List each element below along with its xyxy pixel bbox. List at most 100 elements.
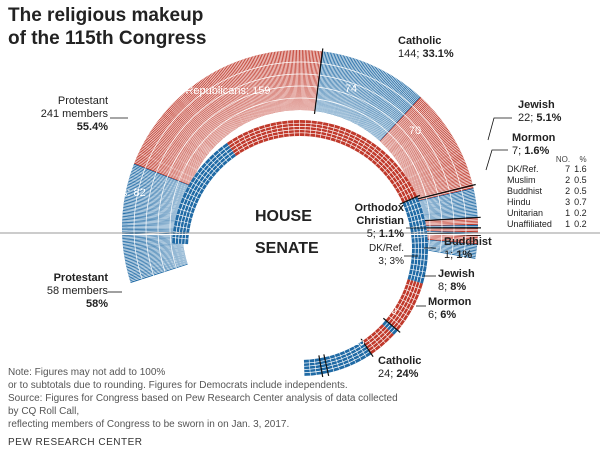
senate-protestant-republicans-segment — [226, 120, 418, 203]
house-seat-gridline — [336, 58, 356, 117]
senate-seat-gridline — [309, 120, 312, 137]
house-protestant-name: Protestant — [57, 95, 108, 107]
house-seat-gridline — [400, 135, 453, 168]
senate-seat-gridline — [258, 126, 265, 143]
other-table-header-no: NO. — [555, 155, 571, 164]
house-seat-gridline — [279, 51, 287, 111]
house-seat-gridline — [201, 79, 236, 130]
house-seat-gridline — [123, 206, 183, 215]
house-seat-gridline — [348, 65, 374, 121]
house-seat-gridline — [388, 110, 435, 151]
house-seat-gridline — [417, 211, 478, 218]
senate-seat-gridline — [404, 201, 420, 209]
senate-seat-gridline — [358, 138, 368, 153]
house-seat-gridline — [132, 166, 190, 188]
house-seat-gridline — [385, 106, 431, 148]
house-seat-gridline — [251, 56, 269, 115]
senate-seat-gridline — [221, 146, 233, 160]
house-seat-gridline — [365, 80, 400, 131]
house-jewish-count: 22; — [518, 112, 537, 124]
house-seat-gridline — [124, 199, 184, 210]
house-seat-gridline — [415, 195, 476, 207]
house-seat-gridline — [137, 155, 193, 181]
house-ring-gridline — [133, 61, 467, 280]
senate-protestant-members: 58 members — [46, 285, 108, 297]
house-seat-gridline — [163, 113, 210, 153]
house-seat-gridline — [417, 206, 477, 215]
senate-buddhist-boundary — [323, 354, 330, 376]
senate-jewish-count: 8; — [438, 281, 451, 293]
senate-catholic-boundary — [399, 194, 421, 205]
house-seat-gridline — [211, 73, 243, 126]
senate-seat-gridline — [399, 298, 415, 307]
house-seat-gridline — [370, 85, 408, 134]
house-seat-gridline — [381, 98, 423, 143]
footer-brand: PEW RESEARCH CENTER — [8, 437, 143, 448]
house-seat-gridline — [131, 170, 189, 191]
house-seat-gridline — [129, 177, 187, 195]
house-seat-gridline — [245, 58, 265, 116]
senate-seat-gridline — [180, 202, 196, 209]
house-seat-gridline — [414, 183, 473, 199]
house-seat-gridline — [358, 73, 389, 126]
house-seat-gridline — [351, 67, 378, 122]
house-seat-gridline — [283, 50, 290, 111]
house-seat-gridline — [127, 183, 186, 199]
table-row: DK/Ref. 7 1.6 — [507, 164, 587, 174]
house-seat-gridline — [223, 66, 250, 122]
house-seat-gridline — [145, 139, 198, 170]
house-seat-gridline — [196, 82, 233, 132]
house-seat-gridline — [417, 212, 478, 219]
house-seat-gridline — [168, 108, 213, 149]
house-seat-gridline — [387, 108, 433, 150]
house-catholic-count: 144; — [398, 48, 423, 60]
house-seat-gridline — [215, 70, 245, 125]
house-seat-gridline — [157, 120, 206, 158]
house-seat-gridline — [317, 51, 328, 112]
house-seat-gridline — [332, 57, 351, 115]
house-seat-gridline — [214, 71, 244, 125]
house-seat-gridline — [286, 50, 292, 111]
house-seat-gridline — [415, 189, 474, 203]
house-seat-gridline — [368, 83, 405, 133]
senate-seat-gridline — [178, 208, 194, 214]
house-seat-gridline — [359, 73, 390, 127]
house-seat-gridline — [263, 53, 276, 113]
house-seat-gridline — [368, 82, 404, 133]
house-seat-gridline — [309, 50, 316, 111]
senate-seat-gridline — [193, 176, 208, 186]
house-seat-gridline — [125, 190, 185, 204]
house-seat-gridline — [122, 209, 183, 217]
senate-seat-gridline — [281, 121, 285, 138]
house-seat-gridline — [162, 114, 209, 154]
house-seat-gridline — [271, 52, 282, 112]
senate-catholic-name: Catholic — [378, 355, 422, 367]
house-seat-gridline — [222, 67, 249, 122]
house-seat-gridline — [130, 263, 188, 282]
senate-mormon-name: Mormon — [428, 296, 472, 308]
house-seat-gridline — [233, 62, 257, 119]
chart-title-line2: of the 115th Congress — [8, 28, 207, 49]
house-seat-gridline — [199, 80, 234, 131]
house-seat-gridline — [410, 165, 467, 187]
house-seat-gridline — [330, 55, 347, 115]
house-seat-gridline — [389, 111, 436, 152]
house-seat-gridline — [344, 62, 368, 119]
senate-mormon-democrats-segment — [382, 320, 398, 335]
house-seat-gridline — [155, 123, 205, 159]
house-seat-gridline — [177, 98, 220, 143]
house-seat-gridline — [267, 52, 279, 113]
house-seat-gridline — [268, 52, 280, 112]
house-democrats-segment-label: Democrats: 82 — [74, 187, 146, 199]
house-mormon-boundary — [414, 216, 481, 222]
house-seat-gridline — [343, 62, 366, 119]
house-seat-gridline — [142, 144, 196, 174]
house-seat-gridline — [124, 248, 184, 261]
house-seat-gridline — [361, 76, 394, 128]
house-seat-gridline — [417, 229, 478, 232]
house-seat-gridline — [394, 120, 443, 158]
senate-protestant-democrats-segment — [172, 142, 237, 245]
house-jewish-name: Jewish — [518, 99, 555, 111]
house-seat-gridline — [399, 131, 451, 165]
house-seat-gridline — [417, 236, 478, 242]
